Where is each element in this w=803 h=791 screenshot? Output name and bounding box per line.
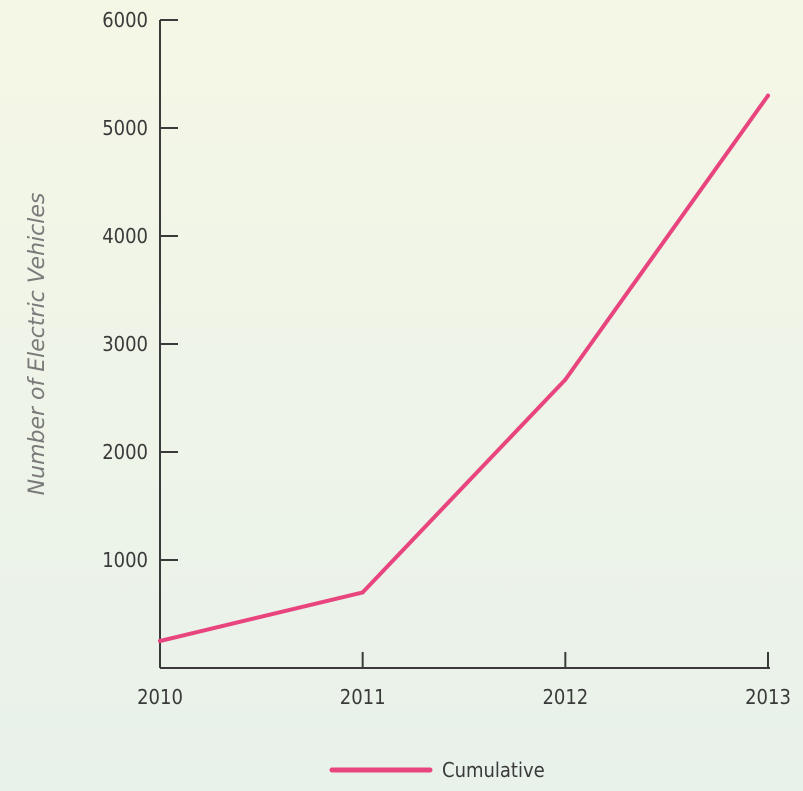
y-tick-label: 2000 [102,440,148,464]
data-point [360,590,365,595]
data-point [158,639,162,643]
x-tick-label: 2013 [745,685,791,709]
x-tick-label: 2012 [542,685,588,709]
series-layer [158,93,770,643]
y-tick-label: 6000 [102,8,148,32]
x-ticks: 2010 2011 2012 2013 [137,652,791,709]
y-tick-label: 1000 [102,548,148,572]
y-ticks: 1000 2000 3000 4000 5000 6000 [102,8,178,572]
legend: Cumulative [329,758,545,782]
x-tick-label: 2011 [340,685,386,709]
y-tick-label: 4000 [102,224,148,248]
data-point [563,377,568,382]
data-point [766,93,770,98]
series-line-cumulative [158,93,770,643]
axes [159,20,770,669]
y-axis-title: Number of Electric Vehicles [25,193,50,496]
y-tick-label: 5000 [102,116,148,140]
y-tick-label: 3000 [102,332,148,356]
x-tick-label: 2010 [137,685,183,709]
legend-label-cumulative: Cumulative [442,758,545,782]
